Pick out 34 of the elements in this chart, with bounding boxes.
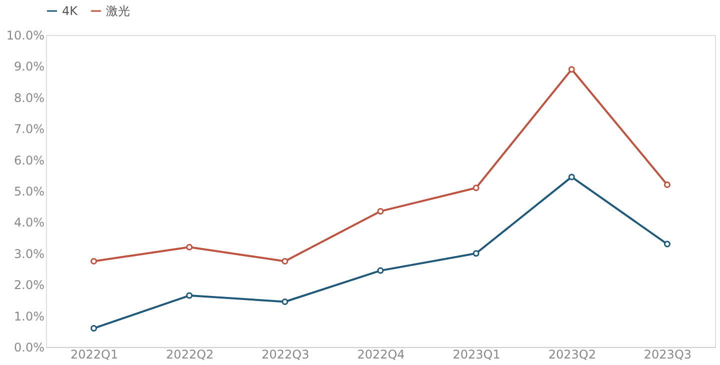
x-tick-label: 2023Q3 [644,348,692,362]
point [664,240,670,248]
point [282,298,288,306]
x-tick-label: 2023Q2 [548,348,596,362]
x-tick-label: 2023Q1 [452,348,500,362]
point [472,184,480,192]
y-tick-label: 3.0% [14,246,44,261]
point [664,182,670,188]
x-tick-label: 2022Q1 [70,348,118,362]
point [90,325,98,332]
y-tick-label: 4.0% [14,216,44,230]
point [568,66,575,73]
point [568,174,575,180]
y-tick-label: 1.0% [14,309,44,324]
x-tick-label: 2022Q4 [357,348,405,362]
y-tick-label: 2.0% [14,278,44,292]
y-tick-label: 0.0% [14,340,44,354]
point [186,292,193,299]
x-tick-label: 2022Q2 [166,348,214,362]
y-tick-label: 5.0% [14,184,44,198]
point [186,244,193,250]
y-tick-label: 6.0% [14,153,44,168]
point [282,258,288,264]
legend-label: 激光 [106,4,130,18]
point [90,258,98,264]
y-tick-label: 7.0% [14,122,44,136]
point [472,250,480,257]
y-tick-label: 8.0% [14,90,44,105]
legend-label: 4K [62,4,79,18]
point [377,208,384,215]
x-tick-label: 2022Q3 [262,348,310,362]
point [377,267,384,274]
y-tick-label: 10.0% [6,28,44,42]
y-tick-label: 9.0% [14,60,44,74]
